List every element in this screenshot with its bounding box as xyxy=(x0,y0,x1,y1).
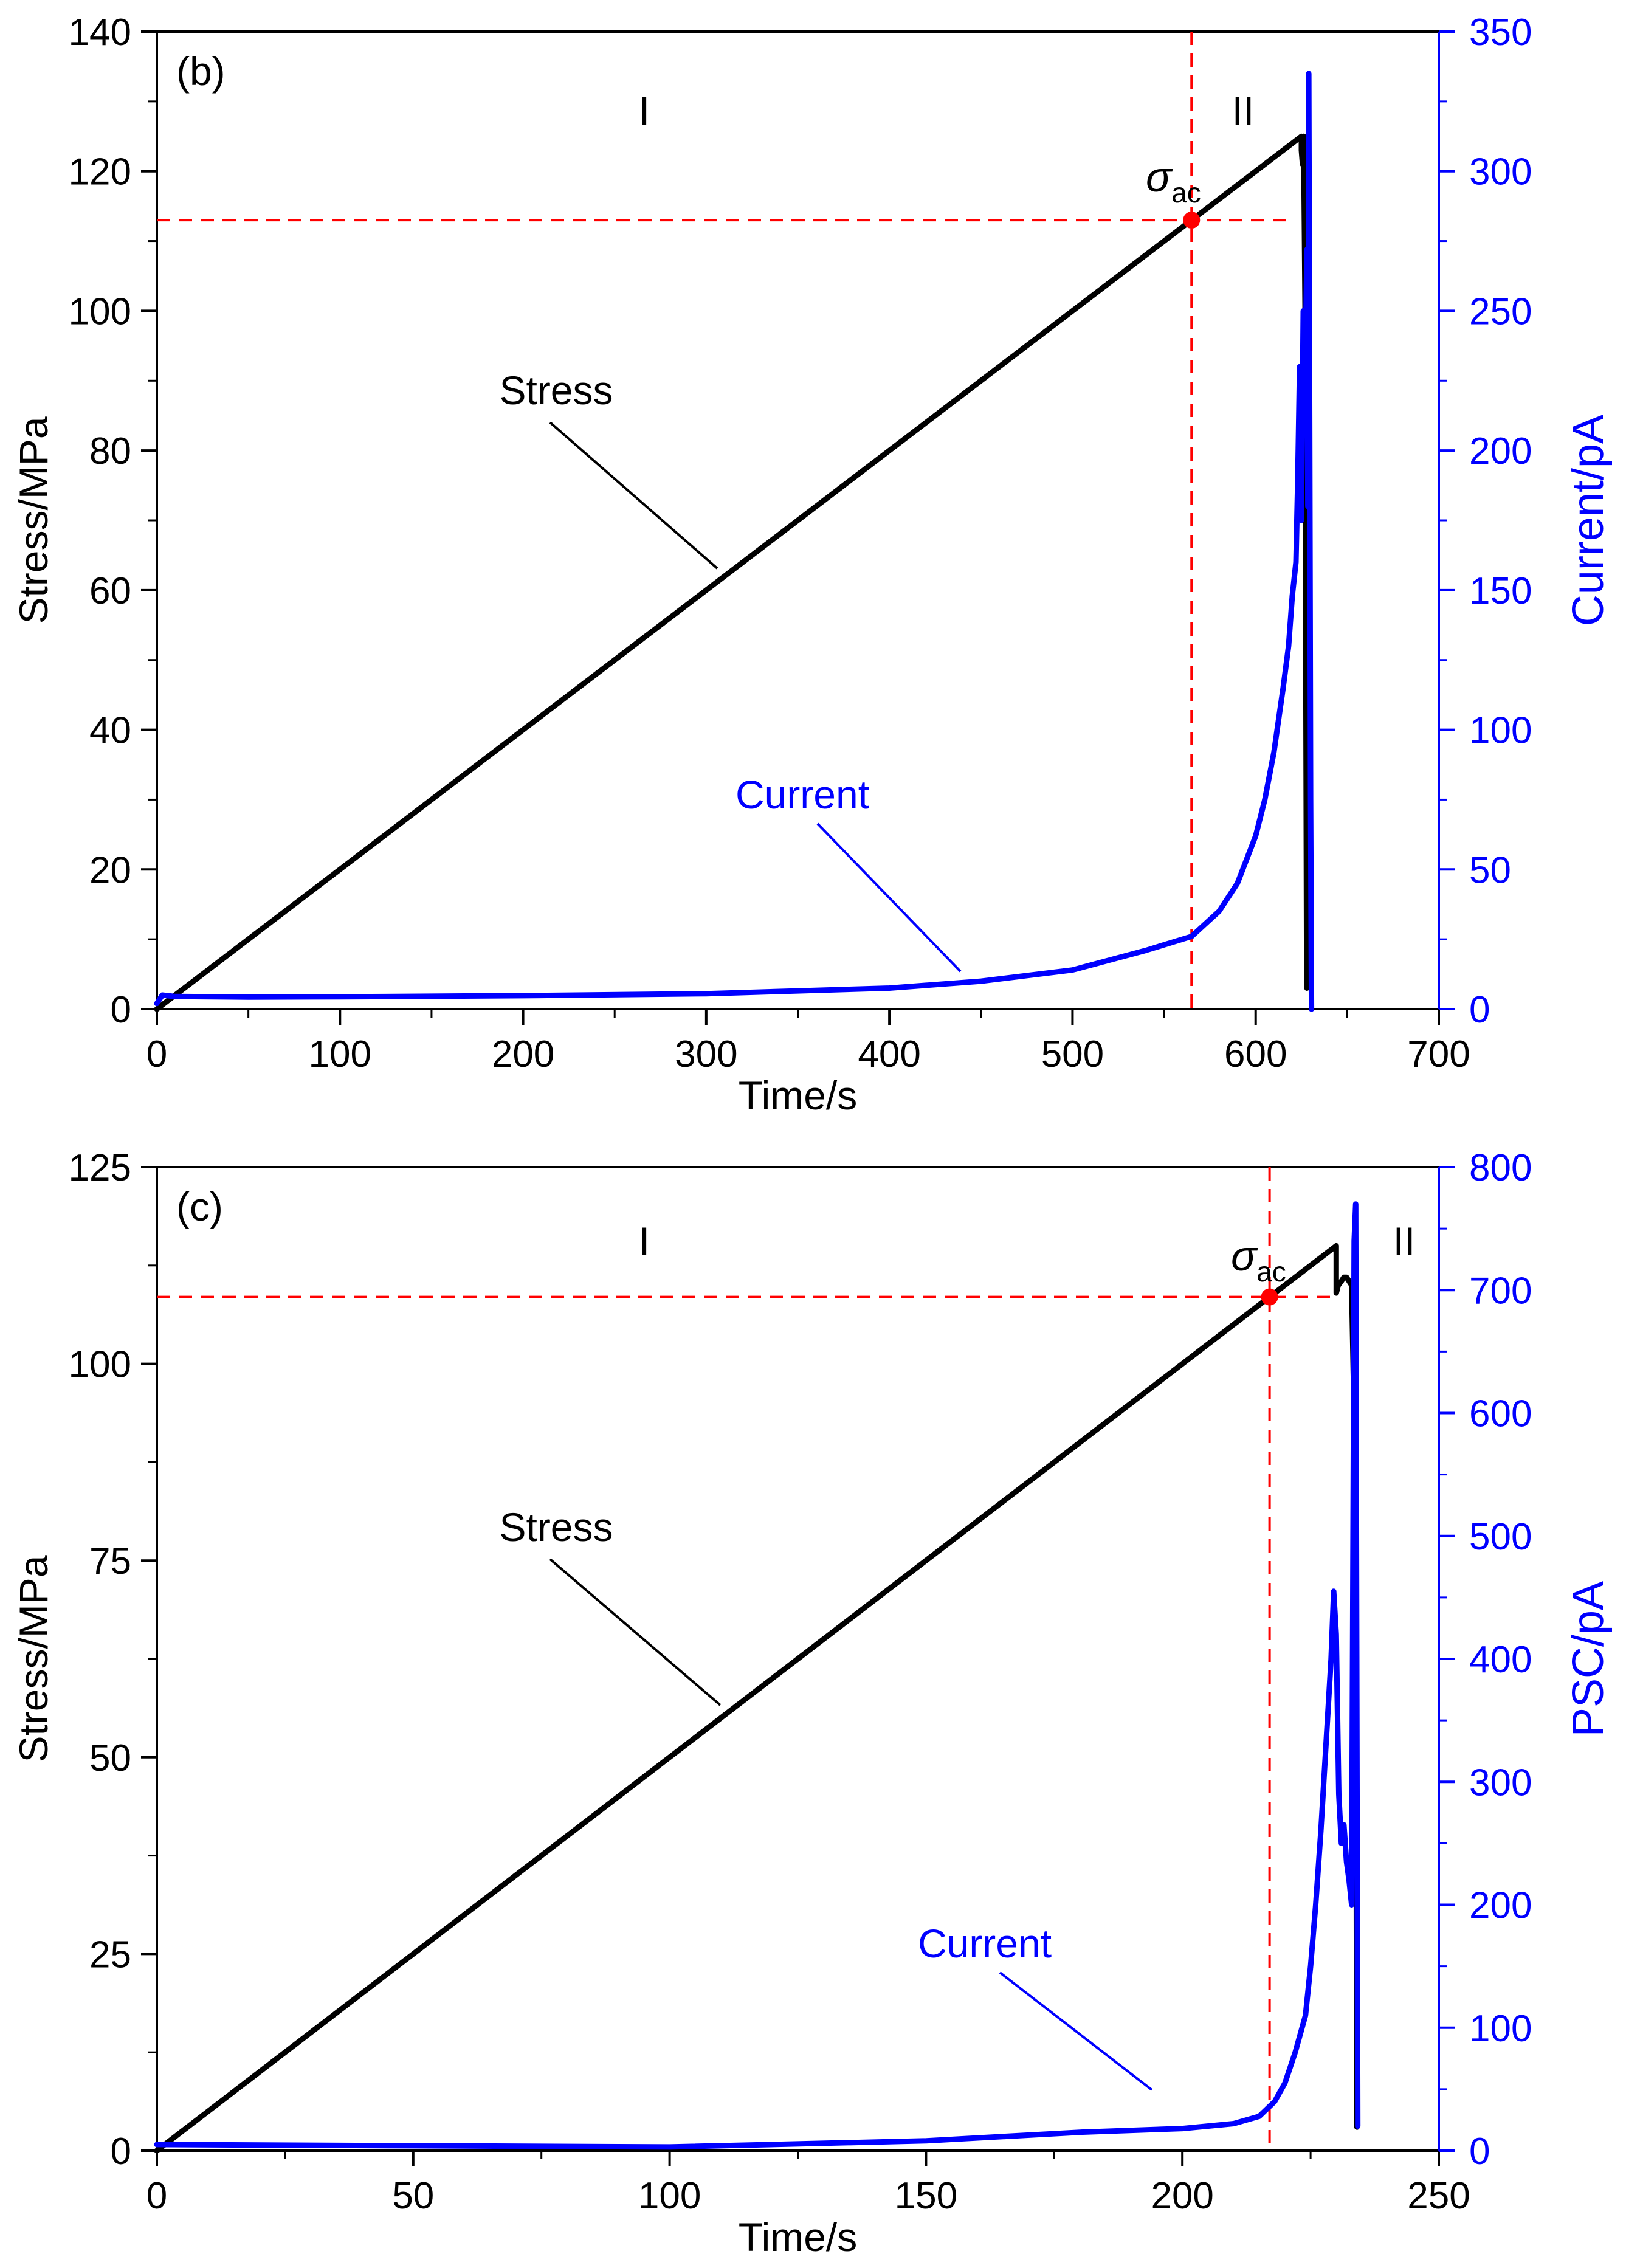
x-tick-label: 600 xyxy=(1224,1033,1287,1075)
y2-tick-label: 0 xyxy=(1469,989,1490,1031)
current-series-line xyxy=(154,71,1315,1012)
y2-tick-label: 50 xyxy=(1469,849,1511,891)
stress-series-line xyxy=(154,1243,1360,2154)
current-leader-line xyxy=(816,822,962,973)
x-tick-label: 150 xyxy=(895,2175,957,2217)
y-tick-label: 80 xyxy=(89,430,131,472)
y2-axis-title: Current/pA xyxy=(1564,415,1613,626)
sigma-symbol: σ xyxy=(1231,1232,1258,1280)
y2-tick-label: 200 xyxy=(1469,1885,1532,1927)
x-tick-label: 400 xyxy=(858,1033,920,1075)
y-tick-label: 60 xyxy=(89,570,131,612)
x-tick-label: 200 xyxy=(492,1033,554,1075)
y2-tick-label: 700 xyxy=(1469,1270,1532,1312)
y2-tick-label: 200 xyxy=(1469,430,1532,472)
stress-annotation: Stress xyxy=(499,1505,613,1549)
x-tick-label: 100 xyxy=(638,2175,701,2217)
x-tick-label: 50 xyxy=(392,2175,434,2217)
x-tick-label: 300 xyxy=(675,1033,737,1075)
y2-tick-label: 100 xyxy=(1469,710,1532,752)
sigma-ac-label: σac xyxy=(1146,153,1201,209)
stage-label-I: I xyxy=(639,88,650,133)
y2-tick-label: 400 xyxy=(1469,1639,1532,1681)
x-tick-label: 0 xyxy=(146,2175,167,2217)
x-tick-label: 100 xyxy=(309,1033,371,1075)
y2-tick-label: 250 xyxy=(1469,291,1532,333)
current-annotation: Current xyxy=(735,772,869,817)
y-tick-label: 50 xyxy=(89,1737,131,1779)
y2-tick-label: 500 xyxy=(1469,1516,1532,1558)
y-tick-label: 100 xyxy=(69,1344,131,1386)
stress-leader-line xyxy=(549,421,718,570)
y2-tick-label: 600 xyxy=(1469,1393,1532,1435)
x-tick-label: 700 xyxy=(1407,1033,1470,1075)
sigma-subscript: ac xyxy=(1171,177,1201,209)
x-axis-title: Time/s xyxy=(739,2215,858,2259)
y-tick-label: 100 xyxy=(69,291,131,333)
sigma-ac-point xyxy=(1183,212,1201,229)
y2-tick-label: 300 xyxy=(1469,1762,1532,1804)
stress-annotation: Stress xyxy=(499,368,613,413)
panel-label: (c) xyxy=(176,1184,223,1229)
x-axis-title: Time/s xyxy=(739,1073,858,1118)
y2-tick-label: 800 xyxy=(1469,1147,1532,1189)
y2-tick-label: 150 xyxy=(1469,570,1532,612)
y2-tick-label: 350 xyxy=(1469,12,1532,53)
current-annotation: Current xyxy=(918,1921,1052,1966)
y-tick-label: 120 xyxy=(69,151,131,193)
y-tick-label: 40 xyxy=(89,710,131,752)
stage-label-I: I xyxy=(639,1219,650,1264)
y2-tick-label: 300 xyxy=(1469,151,1532,193)
sigma-subscript: ac xyxy=(1256,1256,1286,1287)
y-tick-label: 125 xyxy=(69,1147,131,1189)
y2-axis-title: PSC/pA xyxy=(1564,1581,1613,1737)
current-leader-line xyxy=(999,1971,1153,2091)
y-tick-label: 20 xyxy=(89,849,131,891)
x-tick-label: 0 xyxy=(146,1033,167,1075)
sigma-symbol: σ xyxy=(1146,153,1173,201)
stage-label-II: II xyxy=(1393,1219,1416,1264)
y-tick-label: 0 xyxy=(111,989,131,1031)
stress-leader-line xyxy=(549,1558,722,1706)
y2-tick-label: 100 xyxy=(1469,2008,1532,2050)
y-tick-label: 75 xyxy=(89,1540,131,1582)
chart-panel-b: 0 100 200 300 400 500 600 700020406080100120140… xyxy=(11,12,1613,1118)
y-axis-title: Stress/MPa xyxy=(11,416,56,624)
y-tick-label: 0 xyxy=(111,2131,131,2173)
panel-label: (b) xyxy=(176,49,226,94)
y-tick-label: 140 xyxy=(69,12,131,53)
x-tick-label: 250 xyxy=(1407,2175,1470,2217)
stage-label-II: II xyxy=(1232,88,1255,133)
sigma-ac-label: σac xyxy=(1231,1232,1286,1287)
current-series-line xyxy=(154,1201,1361,2150)
stress-series-line xyxy=(154,133,1310,1012)
y-tick-label: 25 xyxy=(89,1934,131,1976)
sigma-ac-point xyxy=(1261,1288,1278,1306)
y-axis-title: Stress/MPa xyxy=(11,1555,56,1762)
y2-tick-label: 0 xyxy=(1469,2131,1490,2173)
chart-panel-c: 0 50 100 150 200 2500255075100125010020030040… xyxy=(11,1147,1613,2259)
x-tick-label: 200 xyxy=(1151,2175,1213,2217)
x-tick-label: 500 xyxy=(1041,1033,1104,1075)
